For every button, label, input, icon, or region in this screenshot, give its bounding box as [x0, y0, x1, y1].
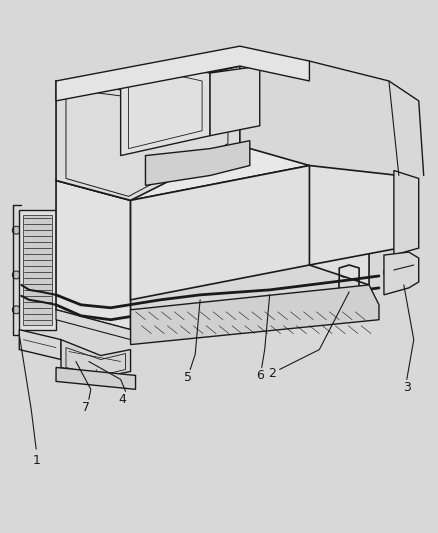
Circle shape: [349, 265, 359, 275]
Circle shape: [406, 262, 416, 272]
Ellipse shape: [324, 196, 384, 240]
Polygon shape: [23, 215, 52, 325]
Polygon shape: [56, 285, 369, 340]
Polygon shape: [56, 46, 309, 101]
Text: 5: 5: [184, 371, 192, 384]
Polygon shape: [56, 66, 240, 200]
Circle shape: [188, 157, 194, 163]
Circle shape: [396, 265, 406, 275]
Polygon shape: [56, 367, 135, 389]
Text: 1: 1: [32, 455, 40, 467]
Polygon shape: [131, 166, 369, 300]
Polygon shape: [56, 146, 309, 200]
Ellipse shape: [173, 234, 227, 276]
Polygon shape: [210, 66, 260, 136]
Text: 3: 3: [403, 381, 411, 394]
Circle shape: [384, 267, 394, 277]
Polygon shape: [120, 66, 210, 156]
Text: 7: 7: [82, 401, 90, 414]
Circle shape: [176, 158, 182, 165]
Circle shape: [190, 245, 210, 265]
Polygon shape: [56, 181, 131, 330]
Polygon shape: [131, 285, 379, 345]
Circle shape: [339, 267, 349, 277]
Ellipse shape: [249, 232, 290, 264]
Text: 4: 4: [119, 393, 127, 406]
Circle shape: [12, 306, 20, 314]
Text: 6: 6: [256, 369, 264, 382]
Circle shape: [12, 226, 20, 234]
Polygon shape: [145, 141, 250, 185]
Polygon shape: [19, 211, 56, 330]
Polygon shape: [384, 252, 419, 295]
Circle shape: [12, 271, 20, 279]
Circle shape: [73, 356, 85, 367]
Polygon shape: [394, 171, 419, 255]
Polygon shape: [309, 166, 399, 265]
Circle shape: [152, 163, 159, 168]
Text: 2: 2: [268, 367, 276, 380]
Circle shape: [108, 357, 118, 367]
Circle shape: [164, 160, 170, 166]
Polygon shape: [19, 330, 61, 360]
Circle shape: [91, 360, 101, 370]
Circle shape: [200, 155, 206, 160]
Polygon shape: [61, 340, 131, 377]
